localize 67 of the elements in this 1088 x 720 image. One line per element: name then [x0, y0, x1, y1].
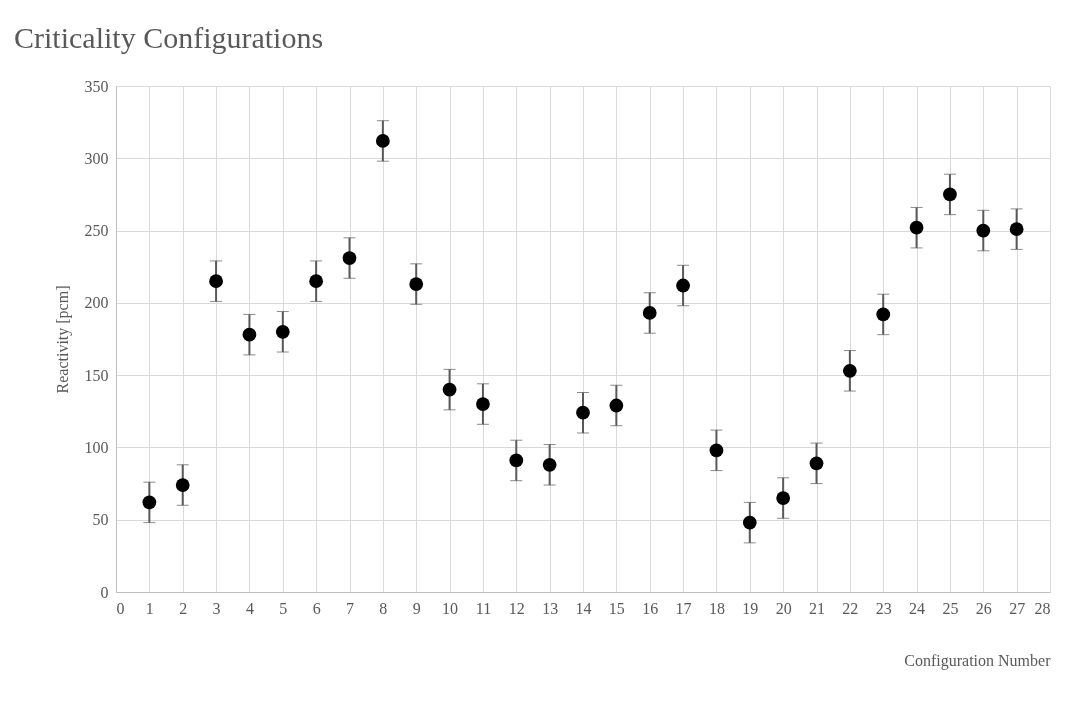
y-tick-label: 300 — [84, 149, 109, 167]
y-axis-title: Reactivity [pcm] — [53, 285, 72, 394]
point — [742, 515, 757, 530]
point — [676, 278, 690, 293]
point — [309, 274, 324, 289]
x-tick-label: 16 — [642, 599, 659, 617]
x-tick-label: 1 — [145, 599, 154, 617]
point — [209, 274, 223, 289]
x-tick-label: 8 — [379, 599, 388, 617]
x-tick-label: 13 — [542, 599, 559, 617]
point — [509, 453, 524, 468]
point — [842, 363, 857, 378]
x-tick-label: 11 — [475, 599, 492, 617]
point — [576, 405, 590, 420]
y-tick-label: 0 — [100, 583, 109, 601]
y-tick-label: 200 — [84, 294, 109, 312]
point — [909, 220, 924, 235]
chart-title: Criticality Configurations — [14, 21, 324, 54]
point — [642, 306, 657, 320]
x-tick-label: 24 — [909, 599, 926, 617]
y-tick-label: 100 — [84, 438, 109, 456]
x-tick-label: 6 — [312, 599, 321, 617]
point — [709, 443, 724, 458]
x-tick-label: 23 — [875, 599, 892, 617]
y-tick-label: 50 — [92, 511, 109, 529]
point — [609, 398, 624, 413]
x-tick-label: 17 — [675, 599, 692, 617]
x-tick-label: 28 — [1034, 599, 1051, 617]
y-tick-label: 350 — [84, 77, 109, 95]
point — [476, 397, 490, 411]
x-tick-label: 27 — [1009, 599, 1026, 617]
point — [142, 495, 157, 510]
y-tick-label: 150 — [84, 366, 109, 384]
x-tick-label: 0 — [116, 599, 125, 617]
x-tick-label: 15 — [608, 599, 625, 617]
point — [776, 491, 791, 505]
x-tick-label: 22 — [842, 599, 859, 617]
point — [976, 223, 991, 238]
point — [943, 187, 957, 202]
x-tick-label: 2 — [179, 599, 188, 617]
x-tick-label: 10 — [442, 599, 459, 617]
point — [242, 327, 257, 342]
x-tick-label: 5 — [279, 599, 288, 617]
point — [175, 478, 190, 492]
point — [876, 307, 891, 322]
y-tick-label: 250 — [84, 222, 109, 240]
point — [342, 251, 357, 265]
point — [1009, 222, 1024, 236]
x-axis-title: Configuration Number — [904, 651, 1052, 670]
x-tick-label: 19 — [742, 599, 759, 617]
point — [275, 324, 290, 339]
x-tick-label: 14 — [575, 599, 592, 617]
point — [375, 134, 390, 148]
x-tick-label: 21 — [809, 599, 825, 617]
x-tick-label: 20 — [775, 599, 792, 617]
x-tick-label: 18 — [708, 599, 725, 617]
point — [409, 277, 424, 291]
x-tick-label: 9 — [412, 599, 421, 617]
point — [442, 382, 457, 397]
x-tick-label: 4 — [245, 599, 254, 617]
x-tick-label: 7 — [346, 599, 354, 617]
point — [809, 456, 824, 471]
x-tick-label: 3 — [212, 599, 221, 617]
x-tick-label: 12 — [508, 599, 525, 617]
point — [542, 457, 557, 472]
x-tick-label: 26 — [975, 599, 992, 617]
x-tick-label: 25 — [942, 599, 959, 617]
